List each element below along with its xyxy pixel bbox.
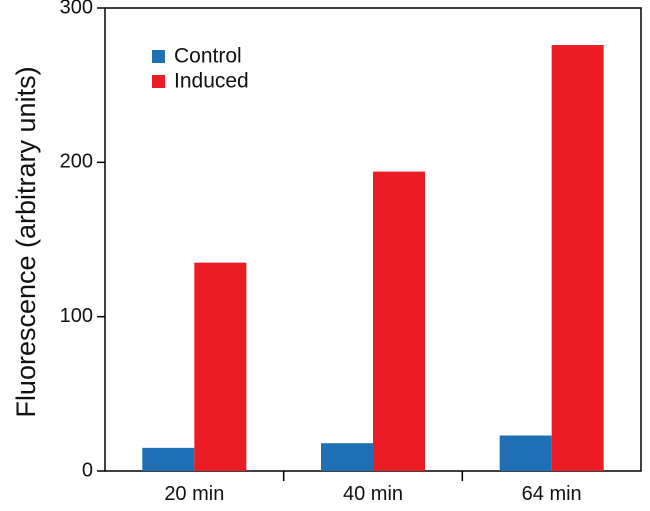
bar-induced-40-min — [373, 171, 425, 472]
bar-induced-20-min — [194, 262, 247, 471]
y-tick-label: 100 — [60, 305, 93, 327]
legend-label-induced: Induced — [174, 70, 249, 93]
bar-induced-64-min — [551, 45, 604, 471]
x-axis: 20 min 40 min 64 min — [164, 471, 582, 505]
legend-swatch-induced — [152, 75, 165, 88]
x-tick-label: 40 min — [343, 483, 403, 505]
bar-control-20-min — [142, 447, 195, 471]
y-axis-title-group: Fluorescence (arbitrary units) — [11, 66, 41, 417]
x-tick-label: 64 min — [522, 483, 582, 505]
bar-control-64-min — [499, 435, 552, 471]
legend-swatch-control — [152, 50, 165, 63]
legend-label-control: Control — [174, 45, 242, 68]
y-tick-label: 200 — [60, 151, 93, 173]
y-tick-label: 0 — [82, 459, 93, 481]
bars — [142, 45, 604, 472]
y-axis-title: Fluorescence (arbitrary units) — [11, 66, 41, 417]
y-tick-label: 300 — [60, 0, 93, 18]
y-axis: 0 100 200 300 — [60, 0, 105, 481]
x-tick-label: 20 min — [164, 483, 224, 505]
bar-control-40-min — [321, 443, 373, 471]
